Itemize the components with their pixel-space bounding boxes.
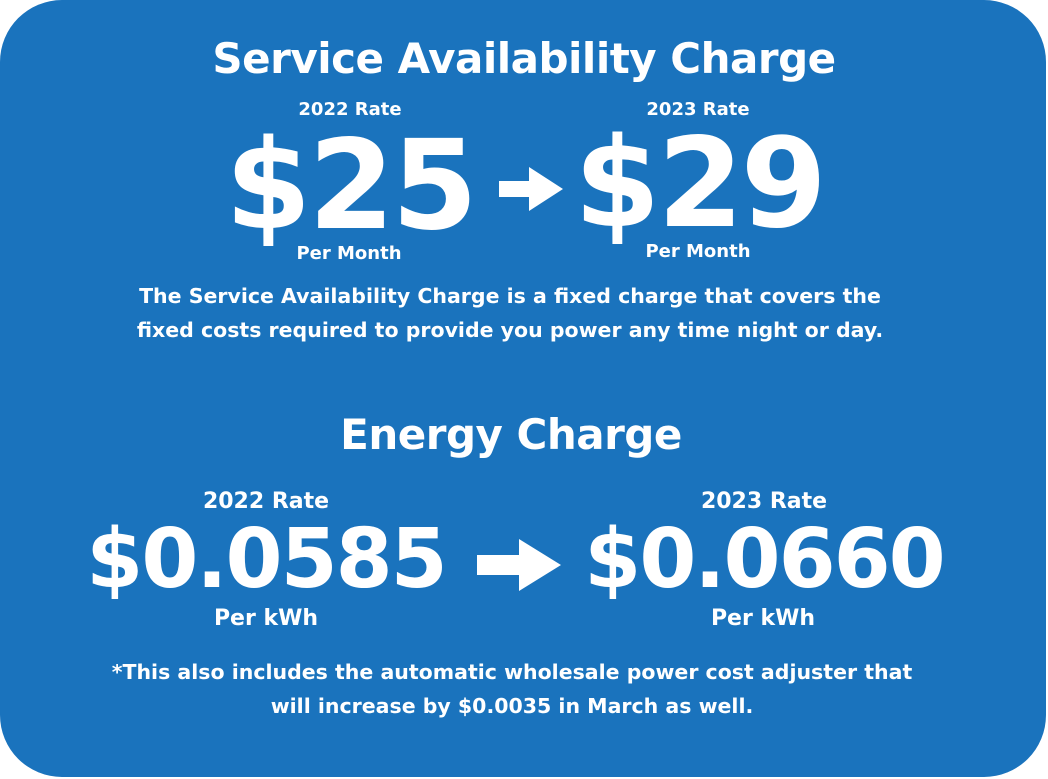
service-description-line2: fixed costs required to provide you powe…: [136, 318, 884, 342]
service-title: Service Availability Charge: [212, 34, 836, 83]
energy-new-unit: Per kWh: [710, 606, 816, 631]
energy-note-line2: will increase by $0.0035 in March as wel…: [270, 694, 754, 718]
service-description-line1: The Service Availability Charge is a fix…: [139, 284, 881, 308]
service-new-rate-label: 2023 Rate: [646, 99, 750, 120]
arrow-right-icon: [499, 167, 563, 211]
service-new-value: $29: [574, 112, 827, 256]
energy-old-rate-label: 2022 Rate: [202, 489, 330, 514]
service-description: The Service Availability Charge is a fix…: [137, 279, 883, 347]
service-old-value: $25: [225, 114, 478, 258]
service-old-unit: Per Month: [296, 243, 402, 264]
service-new-unit: Per Month: [645, 241, 751, 262]
energy-note: *This also includes the automatic wholes…: [112, 655, 913, 723]
arrow-right-icon: [477, 539, 561, 591]
energy-new-value: $0.0660: [584, 512, 945, 607]
energy-title: Energy Charge: [340, 410, 682, 459]
service-old-rate-label: 2022 Rate: [298, 99, 402, 120]
energy-old-unit: Per kWh: [213, 606, 319, 631]
energy-note-line1: *This also includes the automatic wholes…: [111, 660, 913, 684]
energy-old-value: $0.0585: [86, 512, 447, 607]
energy-new-rate-label: 2023 Rate: [700, 489, 828, 514]
